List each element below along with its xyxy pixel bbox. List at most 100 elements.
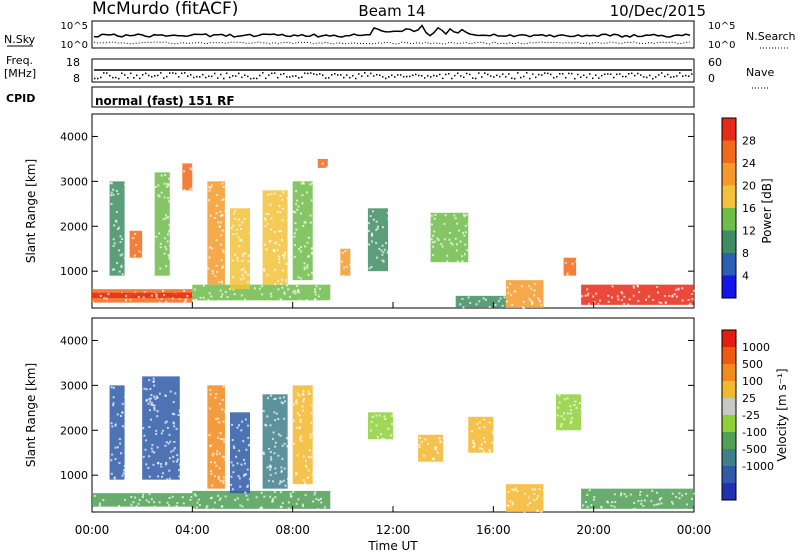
heatmap-speckle xyxy=(263,495,266,498)
heatmap-speckle xyxy=(208,434,211,437)
heatmap-speckle xyxy=(148,455,151,458)
heatmap-speckle xyxy=(172,460,175,463)
y-tick-label: 2000 xyxy=(60,424,88,437)
heatmap-speckle xyxy=(150,294,153,297)
nave-dot xyxy=(280,73,282,76)
heatmap-speckle xyxy=(215,212,218,215)
heatmap-speckle xyxy=(163,182,166,185)
heatmap-speckle xyxy=(112,238,115,241)
nave-dot xyxy=(127,76,129,79)
heatmap-speckle xyxy=(210,247,213,250)
colorbar-swatch xyxy=(722,230,736,253)
heatmap-speckle xyxy=(235,228,238,231)
heatmap-region xyxy=(563,257,577,276)
nave-dot xyxy=(379,74,381,77)
heatmap-speckle xyxy=(511,303,514,306)
heatmap-speckle xyxy=(117,228,120,231)
heatmap-speckle xyxy=(478,300,481,303)
heatmap-speckle xyxy=(149,397,152,400)
heatmap-speckle xyxy=(592,295,595,298)
heatmap-speckle xyxy=(296,290,299,293)
heatmap-speckle xyxy=(302,409,305,412)
nave-dot xyxy=(355,77,357,80)
heatmap-speckle xyxy=(569,422,572,425)
nave-dot xyxy=(103,72,105,74)
heatmap-speckle xyxy=(219,432,222,435)
heatmap-speckle xyxy=(158,301,161,304)
heatmap-speckle xyxy=(311,271,314,274)
heatmap-speckle xyxy=(294,400,297,403)
heatmap-speckle xyxy=(637,499,640,502)
nave-dot xyxy=(232,75,234,77)
heatmap-speckle xyxy=(586,294,589,297)
heatmap-speckle xyxy=(607,294,610,297)
heatmap-speckle xyxy=(205,506,208,509)
nave-dot xyxy=(286,76,288,78)
heatmap-speckle xyxy=(316,508,319,511)
nave-dot xyxy=(403,75,405,78)
heatmap-speckle xyxy=(569,405,572,408)
heatmap-speckle xyxy=(266,397,269,400)
heatmap-speckle xyxy=(121,474,124,477)
heatmap-speckle xyxy=(621,292,624,295)
heatmap-speckle xyxy=(230,423,233,426)
heatmap-speckle xyxy=(212,452,215,455)
heatmap-speckle xyxy=(367,229,370,232)
nave-dot xyxy=(199,76,201,78)
heatmap-speckle xyxy=(461,297,464,300)
heatmap-speckle xyxy=(145,499,148,502)
heatmap-speckle xyxy=(247,255,250,258)
heatmap-speckle xyxy=(390,414,393,417)
heatmap-speckle xyxy=(304,464,307,467)
nave-dot xyxy=(175,72,177,75)
heatmap-speckle xyxy=(125,299,128,302)
heatmap-speckle xyxy=(124,221,127,224)
heatmap-speckle xyxy=(299,246,302,249)
heatmap-speckle xyxy=(164,237,167,240)
heatmap-speckle xyxy=(464,224,467,227)
heatmap-speckle xyxy=(112,245,115,248)
heatmap-speckle xyxy=(616,295,619,298)
heatmap-speckle xyxy=(143,434,146,437)
heatmap-speckle xyxy=(178,297,181,300)
heatmap-speckle xyxy=(279,397,282,400)
heatmap-speckle xyxy=(284,251,287,254)
heatmap-speckle xyxy=(304,460,307,463)
heatmap-speckle xyxy=(110,386,113,389)
heatmap-speckle xyxy=(678,492,681,495)
heatmap-speckle xyxy=(638,493,641,496)
heatmap-speckle xyxy=(270,193,273,196)
heatmap-speckle xyxy=(664,302,667,305)
freq-label-2: [MHz] xyxy=(4,67,36,80)
heatmap-speckle xyxy=(166,183,169,186)
heatmap-speckle xyxy=(274,467,277,470)
heatmap-speckle xyxy=(509,500,512,503)
nave-dot xyxy=(601,74,603,77)
heatmap-speckle xyxy=(678,497,681,500)
heatmap-speckle xyxy=(165,461,168,464)
heatmap-speckle xyxy=(281,402,284,405)
heatmap-speckle xyxy=(523,511,526,514)
nave-dot xyxy=(328,77,330,79)
heatmap-speckle xyxy=(293,255,296,258)
nave-dot xyxy=(142,74,144,76)
heatmap-speckle xyxy=(675,496,678,499)
heatmap-speckle xyxy=(533,289,536,292)
nave-dot xyxy=(472,77,474,79)
heatmap-speckle xyxy=(571,417,574,420)
heatmap-speckle xyxy=(346,265,349,268)
heatmap-speckle xyxy=(157,184,160,187)
heatmap-speckle xyxy=(600,505,603,508)
heatmap-speckle xyxy=(191,164,194,167)
time-xlabel: Time UT xyxy=(367,539,418,553)
heatmap-speckle xyxy=(114,424,117,427)
heatmap-speckle xyxy=(172,421,175,424)
heatmap-speckle xyxy=(280,466,283,469)
nave-dot xyxy=(382,76,384,78)
heatmap-speckle xyxy=(617,298,620,301)
heatmap-speckle xyxy=(389,434,392,437)
heatmap-region xyxy=(581,488,694,509)
heatmap-speckle xyxy=(646,494,649,497)
heatmap-speckle xyxy=(98,504,101,507)
heatmap-speckle xyxy=(229,288,232,291)
